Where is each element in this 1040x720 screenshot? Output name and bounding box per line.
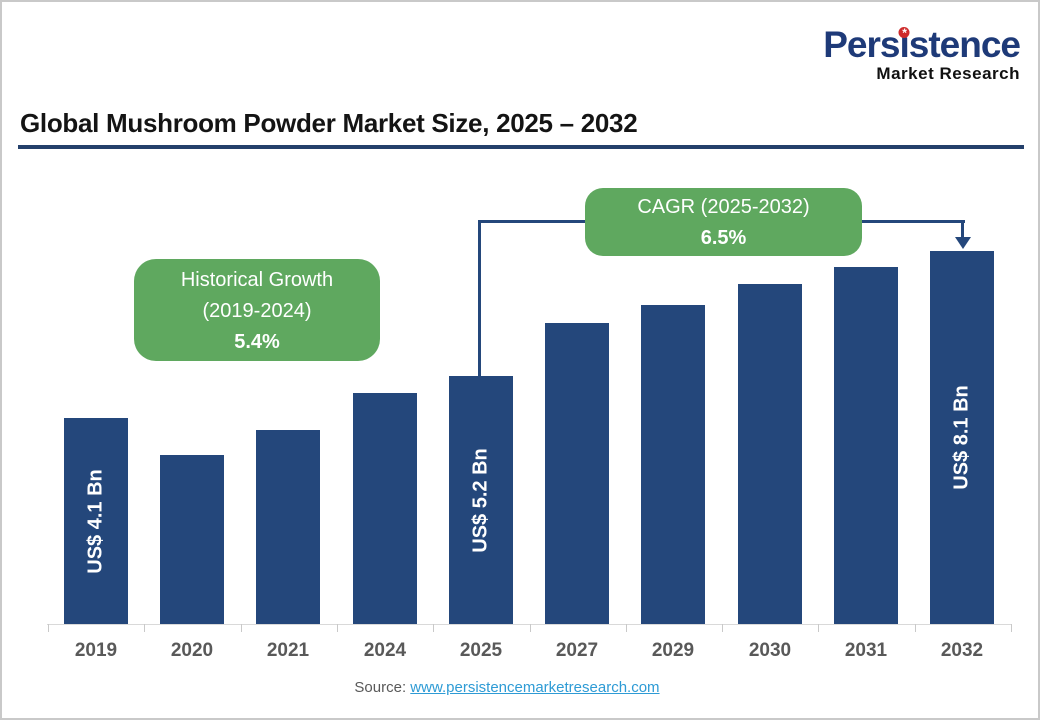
bar-2025: US$ 5.2 Bn <box>449 376 513 624</box>
source-label: Source: <box>354 679 407 696</box>
source-link[interactable]: www.persistencemarketresearch.com <box>410 679 660 696</box>
x-axis-label-2030: 2030 <box>748 640 792 661</box>
historical-growth-callout: Historical Growth (2019-2024) 5.4% <box>134 259 380 361</box>
logo-text-left: Pers <box>823 24 900 65</box>
x-axis-tick <box>915 624 916 632</box>
x-axis-label-2032: 2032 <box>940 640 984 661</box>
x-axis-tick <box>722 624 723 632</box>
connector-line-to-2032 <box>961 220 964 239</box>
x-axis-tick <box>337 624 338 632</box>
x-axis-label-2029: 2029 <box>651 640 695 661</box>
bar-2019: US$ 4.1 Bn <box>64 418 128 624</box>
logo-letter-i: * ı <box>898 24 910 65</box>
logo-star-dot-icon: * <box>898 27 910 39</box>
bar-2032: US$ 8.1 Bn <box>930 251 994 624</box>
x-axis-tick <box>144 624 145 632</box>
x-axis-tick <box>48 624 49 632</box>
x-axis-line <box>47 624 1012 625</box>
arrow-down-icon <box>955 237 971 249</box>
company-logo: Pers * ıstence Market Research <box>823 24 1021 83</box>
x-axis-label-2027: 2027 <box>555 640 599 661</box>
x-axis-tick <box>626 624 627 632</box>
logo-text-right: stence <box>908 24 1021 65</box>
bar-2029 <box>641 305 705 624</box>
bar-2030 <box>738 284 802 624</box>
historical-growth-line2: (2019-2024) <box>202 300 312 322</box>
source-line: Source: www.persistencemarketresearch.co… <box>2 679 1012 696</box>
page-title: Global Mushroom Powder Market Size, 2025… <box>20 108 638 138</box>
x-axis-label-2021: 2021 <box>266 640 310 661</box>
logo-tagline: Market Research <box>876 64 1020 83</box>
x-axis-tick <box>530 624 531 632</box>
bar-2020 <box>160 455 224 624</box>
logo-wordmark: Pers * ıstence <box>823 24 1021 65</box>
bar-value-label-2032: US$ 8.1 Bn <box>950 385 973 490</box>
cagr-callout: CAGR (2025-2032) 6.5% <box>585 188 862 256</box>
x-axis-tick <box>1011 624 1012 632</box>
bar-value-label-2019: US$ 4.1 Bn <box>84 468 107 574</box>
bar-2024 <box>353 393 417 624</box>
bar-2031 <box>834 267 898 624</box>
x-axis-tick <box>433 624 434 632</box>
x-axis-label-2019: 2019 <box>74 640 118 661</box>
bar-2027 <box>545 323 609 624</box>
x-axis-tick <box>241 624 242 632</box>
x-axis-label-2024: 2024 <box>363 640 407 661</box>
historical-growth-value: 5.4% <box>234 331 280 353</box>
bar-2021 <box>256 430 320 624</box>
x-axis-label-2031: 2031 <box>844 640 888 661</box>
logo-i-stem: ı <box>899 24 909 65</box>
title-underline <box>18 145 1024 149</box>
x-axis-label-2020: 2020 <box>170 640 214 661</box>
x-axis-label-2025: 2025 <box>459 640 503 661</box>
historical-growth-line1: Historical Growth <box>180 269 334 291</box>
cagr-line1: CAGR (2025-2032) <box>637 196 810 218</box>
bar-value-label-2025: US$ 5.2 Bn <box>469 447 492 553</box>
connector-line-from-2025 <box>478 221 481 378</box>
cagr-value: 6.5% <box>700 227 747 249</box>
x-axis-tick <box>818 624 819 632</box>
